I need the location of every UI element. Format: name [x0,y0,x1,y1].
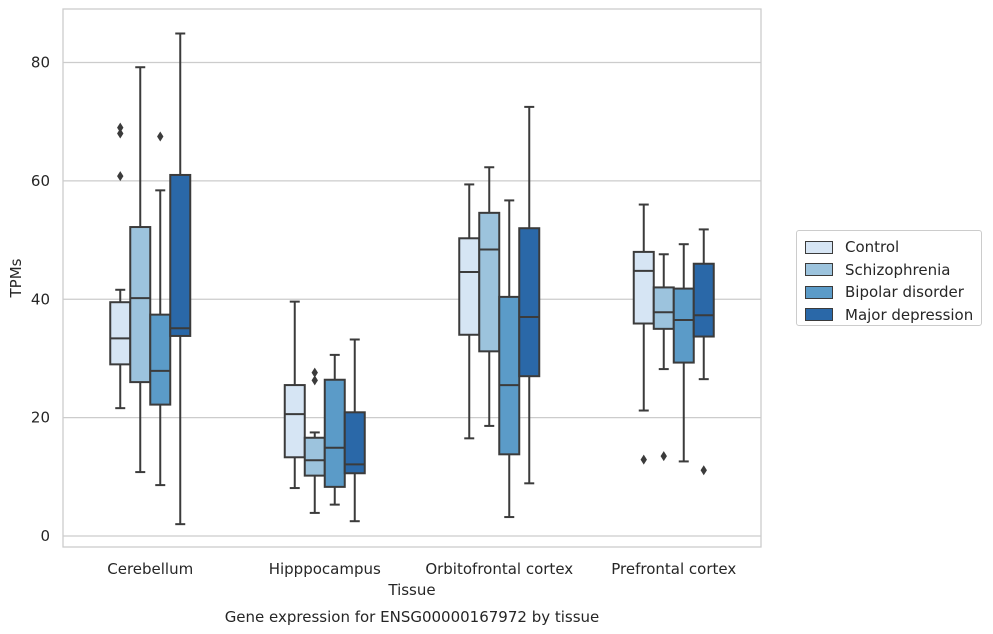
box-iqr [109,301,132,366]
box-schizophrenia [478,166,501,427]
outlier-marker [311,375,318,386]
box-bipolar-disorder [498,199,521,519]
legend-swatch [805,263,833,277]
box-schizophrenia [129,66,152,474]
box-major-depression [692,228,715,476]
plot-frame [62,8,762,548]
x-tick-label: Cerebellum [107,560,193,578]
box-bipolar-disorder [672,243,695,463]
y-tick-label: 40 [31,290,50,308]
x-axis-label: Tissue [387,581,435,599]
box-iqr [169,173,192,337]
box-control [109,122,132,410]
y-axis-label: TPMs [7,258,25,298]
box-iqr [129,226,152,384]
legend-label: Schizophrenia [845,260,951,279]
x-tick-labels: Cerebellum Hipppocampus Orbitofrontal cort… [107,560,736,578]
legend-item: Schizophrenia [805,259,981,282]
y-tick-label: 60 [31,172,50,190]
box-iqr [458,237,481,336]
outlier-marker [117,128,124,139]
outlier-marker [660,451,667,462]
x-tick-label: Orbitofrontal cortex [425,560,573,578]
box-iqr [149,313,172,406]
box-iqr [672,287,695,364]
boxes-layer [109,32,715,526]
box-major-depression [518,105,541,485]
x-tick-label: Prefrontal cortex [611,560,736,578]
outlier-marker [117,171,124,182]
box-control [632,203,655,465]
box-bipolar-disorder [323,353,346,506]
box-iqr [343,411,366,475]
legend: Control Schizophrenia Bipolar disorder Majo… [796,230,982,326]
y-tick-label: 80 [31,54,50,72]
outlier-marker [117,122,124,133]
box-control [283,300,306,490]
box-major-depression [343,338,366,523]
box-iqr [478,211,501,353]
box-iqr [652,286,675,330]
legend-label: Control [845,238,900,257]
box-schizophrenia [652,253,675,462]
y-tick-label: 20 [31,409,50,427]
box-iqr [518,227,541,378]
legend-label: Bipolar disorder [845,283,964,302]
chart-caption: Gene expression for ENSG00000167972 by t… [225,608,600,626]
outlier-marker [157,131,164,142]
legend-swatch [805,308,833,322]
legend-swatch [805,240,833,254]
legend-item: Major depression [805,304,981,327]
box-iqr [498,295,521,456]
box-iqr [692,262,715,338]
box-iqr [283,384,306,459]
outlier-marker [700,465,707,476]
x-tick-label: Hipppocampus [269,560,381,578]
box-bipolar-disorder [149,131,172,487]
box-iqr [303,436,326,477]
outlier-marker [640,454,647,465]
legend-label: Major depression [845,305,974,324]
y-tick-label: 0 [40,527,50,545]
box-major-depression [169,32,192,526]
box-iqr [632,250,655,325]
box-schizophrenia [303,367,326,514]
legend-swatch [805,285,833,299]
box-control [458,183,481,440]
box-iqr [323,378,346,488]
y-tick-labels: 0 20 40 60 80 [31,54,50,546]
legend-item: Bipolar disorder [805,281,981,304]
outlier-marker [311,367,318,378]
legend-item: Control [805,236,981,259]
